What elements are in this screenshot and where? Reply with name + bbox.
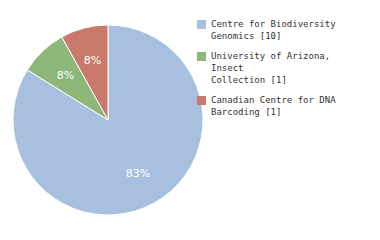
html-text:Genomics [10]: Genomics [10]	[211, 31, 282, 41]
html-text:Centre for Biodiversity: Centre for Biodiversity	[211, 19, 336, 29]
html-text:Canadian Centre for DNA: Canadian Centre for DNA	[211, 95, 336, 105]
svg-text:8%: 8%	[57, 69, 74, 82]
svg-text:8%: 8%	[84, 54, 101, 67]
html-text:Barcoding [1]: Barcoding [1]	[211, 107, 282, 117]
svg-text:83%: 83%	[126, 167, 150, 180]
html-text:University of Arizona, Insect: University of Arizona, Insect	[211, 51, 331, 73]
html-text:Collection [1]: Collection [1]	[211, 75, 287, 85]
